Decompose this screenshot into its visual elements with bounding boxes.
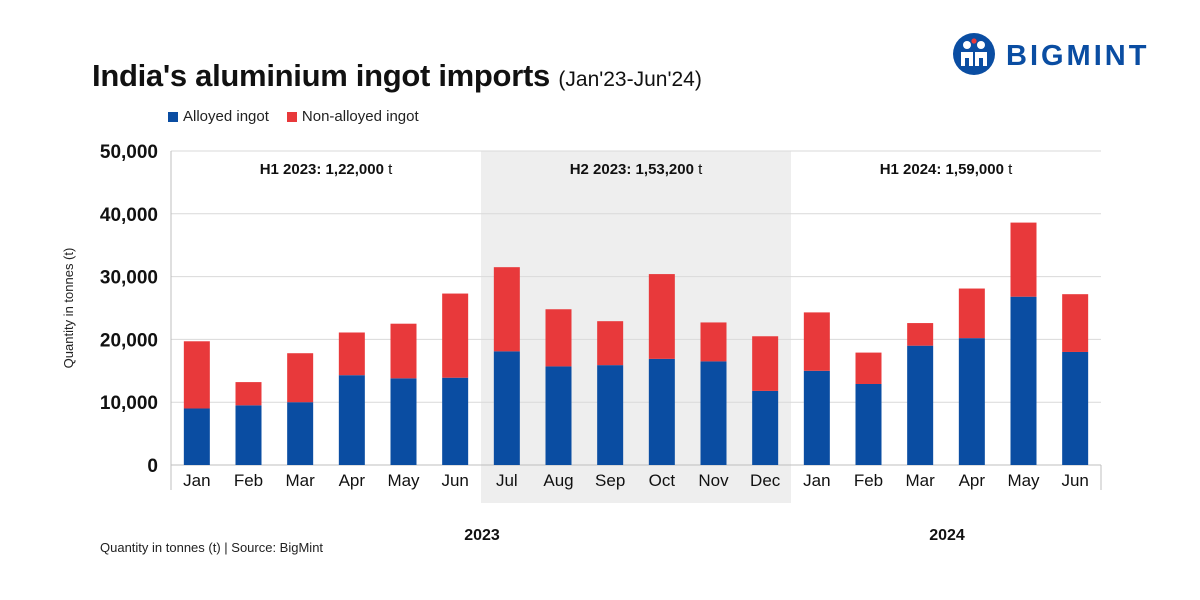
legend-swatch-alloyed [168,111,178,122]
bar-non-alloyed-mar-14 [907,323,934,346]
bar-non-alloyed-oct-9 [648,274,675,359]
period-label: H1 2023: 1,22,000 t [260,161,393,178]
y-tick-label: 10,000 [100,393,158,414]
x-tick-label: May [387,471,420,490]
year-label: 2024 [929,527,965,544]
chart-legend: Alloyed ingot Non-alloyed ingot [168,108,419,125]
y-tick-label: 40,000 [100,205,158,226]
x-tick-label: Sep [595,471,625,490]
bar-non-alloyed-may-16 [1010,222,1037,297]
bar-non-alloyed-may-4 [390,323,417,379]
bar-alloyed-oct-9 [648,358,675,465]
brand-name: BIGMINT [1006,40,1150,72]
x-tick-label: Jul [496,471,518,490]
x-tick-label: May [1007,471,1040,490]
period-highlight-band [481,151,791,503]
year-label: 2023 [464,527,500,544]
x-tick-label: Feb [234,471,263,490]
bar-non-alloyed-sep-8 [597,321,624,366]
period-label: H1 2024: 1,59,000 t [880,161,1013,178]
x-tick-label: Aug [543,471,573,490]
y-tick-label: 0 [147,456,158,477]
people-group-icon [952,32,996,81]
bar-non-alloyed-jun-17 [1062,294,1089,352]
bar-alloyed-feb-1 [235,405,262,465]
bar-alloyed-aug-7 [545,366,572,465]
period-label: H2 2023: 1,53,200 t [570,161,703,178]
y-axis-title: Quantity in tonnes (t) [61,248,76,369]
bar-non-alloyed-nov-10 [700,322,727,362]
bar-non-alloyed-jan-12 [803,312,830,371]
footnote: Quantity in tonnes (t) | Source: BigMint [100,540,324,555]
x-tick-label: Jun [1061,471,1088,490]
chart-title: India's aluminium ingot imports (Jan'23-… [92,58,702,94]
x-tick-label: Dec [750,471,781,490]
bar-non-alloyed-feb-13 [855,352,882,384]
x-tick-label: Feb [854,471,883,490]
legend-item-alloyed: Alloyed ingot [168,108,269,125]
x-tick-label: Jan [803,471,830,490]
x-tick-label: Jun [441,471,468,490]
x-tick-label: Apr [959,471,986,490]
title-main: India's aluminium ingot imports [92,58,550,93]
bar-non-alloyed-apr-3 [338,332,365,376]
bar-non-alloyed-feb-1 [235,382,262,406]
y-tick-label: 30,000 [100,268,158,289]
bar-alloyed-sep-8 [597,365,624,465]
bar-non-alloyed-jun-5 [442,293,469,378]
x-tick-label: Mar [286,471,316,490]
bar-non-alloyed-apr-15 [958,288,985,339]
bar-alloyed-mar-14 [907,345,934,465]
legend-label-non-alloyed: Non-alloyed ingot [301,108,419,125]
y-tick-label: 20,000 [100,330,158,351]
legend-item-non-alloyed: Non-alloyed ingot [286,108,419,125]
bar-alloyed-may-16 [1010,296,1037,465]
bar-alloyed-feb-13 [855,383,882,465]
bar-alloyed-apr-3 [338,375,365,465]
bar-alloyed-jan-12 [803,370,830,465]
bar-non-alloyed-dec-11 [752,336,779,391]
bigmint-logo: BIGMINT [952,32,1149,81]
bar-alloyed-nov-10 [700,361,727,465]
bar-non-alloyed-jul-6 [493,267,520,352]
x-tick-label: Mar [906,471,936,490]
legend-swatch-non-alloyed [286,111,297,122]
bar-alloyed-mar-2 [287,402,314,465]
y-tick-label: 50,000 [100,142,158,163]
x-tick-label: Nov [698,471,729,490]
title-period: (Jan'23-Jun'24) [558,68,702,91]
bar-non-alloyed-aug-7 [545,309,572,367]
bar-alloyed-jun-5 [442,377,469,465]
bar-alloyed-may-4 [390,378,417,465]
x-tick-label: Apr [339,471,366,490]
bar-non-alloyed-mar-2 [287,353,314,403]
bar-non-alloyed-jan-0 [183,341,210,409]
x-tick-label: Jan [183,471,210,490]
x-tick-label: Oct [649,471,676,490]
bar-alloyed-jun-17 [1062,351,1089,465]
legend-label-alloyed: Alloyed ingot [183,108,269,125]
bar-alloyed-apr-15 [958,338,985,465]
bar-alloyed-jul-6 [493,351,520,465]
bar-alloyed-jan-0 [183,408,210,465]
bar-alloyed-dec-11 [752,390,779,465]
